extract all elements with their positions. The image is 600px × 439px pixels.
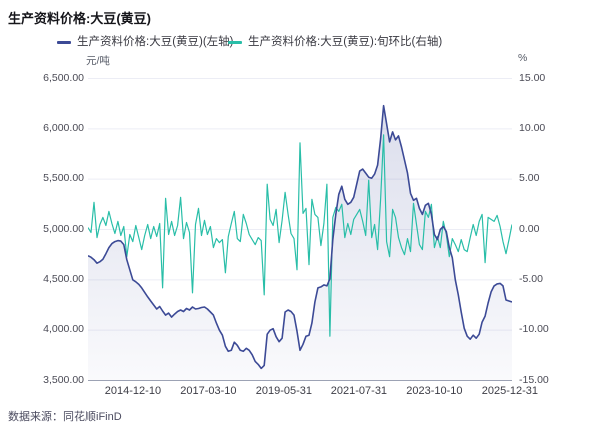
mom-legend-label: 生产资料价格:大豆(黄豆):旬环比(右轴) — [248, 36, 443, 48]
mom-line — [88, 134, 512, 337]
left-tick-label: 5,000.00 — [43, 222, 84, 235]
left-tick-label: 4,000.00 — [43, 323, 84, 336]
x-tick-label: 2014-12-10 — [104, 385, 162, 397]
right-tick-label: 0.00 — [519, 222, 540, 235]
left-tick-label: 6,000.00 — [43, 121, 84, 134]
x-tick-label: 2021-07-31 — [330, 385, 388, 397]
x-tick-label: 2017-03-10 — [180, 385, 237, 397]
x-tick-label: 2023-10-10 — [406, 385, 463, 397]
right-tick-label: 15.00 — [519, 71, 546, 84]
price-line — [88, 104, 512, 370]
left-tick-label: 5,500.00 — [43, 172, 84, 185]
plot-area — [88, 78, 512, 381]
price-legend-swatch — [57, 41, 71, 44]
x-tick-label: 2025-12-31 — [481, 385, 539, 397]
x-tick-label: 2019-05-31 — [255, 385, 313, 397]
right-tick-label: -10.00 — [519, 323, 549, 336]
left-axis-unit: 元/吨 — [86, 55, 110, 67]
right-tick-label: -5.00 — [519, 272, 543, 285]
right-tick-label: 5.00 — [519, 172, 540, 185]
chart-title: 生产资料价格:大豆(黄豆) — [8, 11, 151, 26]
legend-item-price[interactable]: 生产资料价格:大豆(黄豆)(左轴) — [57, 36, 234, 49]
price-legend-label: 生产资料价格:大豆(黄豆)(左轴) — [77, 36, 234, 48]
left-tick-label: 6,500.00 — [43, 71, 84, 84]
mom-legend-swatch — [228, 41, 242, 44]
right-tick-label: -15.00 — [519, 373, 549, 386]
left-tick-label: 4,500.00 — [43, 272, 84, 285]
data-source: 数据来源：同花顺iFinD — [8, 411, 122, 423]
right-tick-label: 10.00 — [519, 121, 546, 134]
price-area-fill — [88, 105, 512, 381]
legend-item-mom[interactable]: 生产资料价格:大豆(黄豆):旬环比(右轴) — [228, 36, 442, 49]
left-tick-label: 3,500.00 — [43, 373, 84, 386]
right-axis-unit: % — [518, 52, 528, 64]
